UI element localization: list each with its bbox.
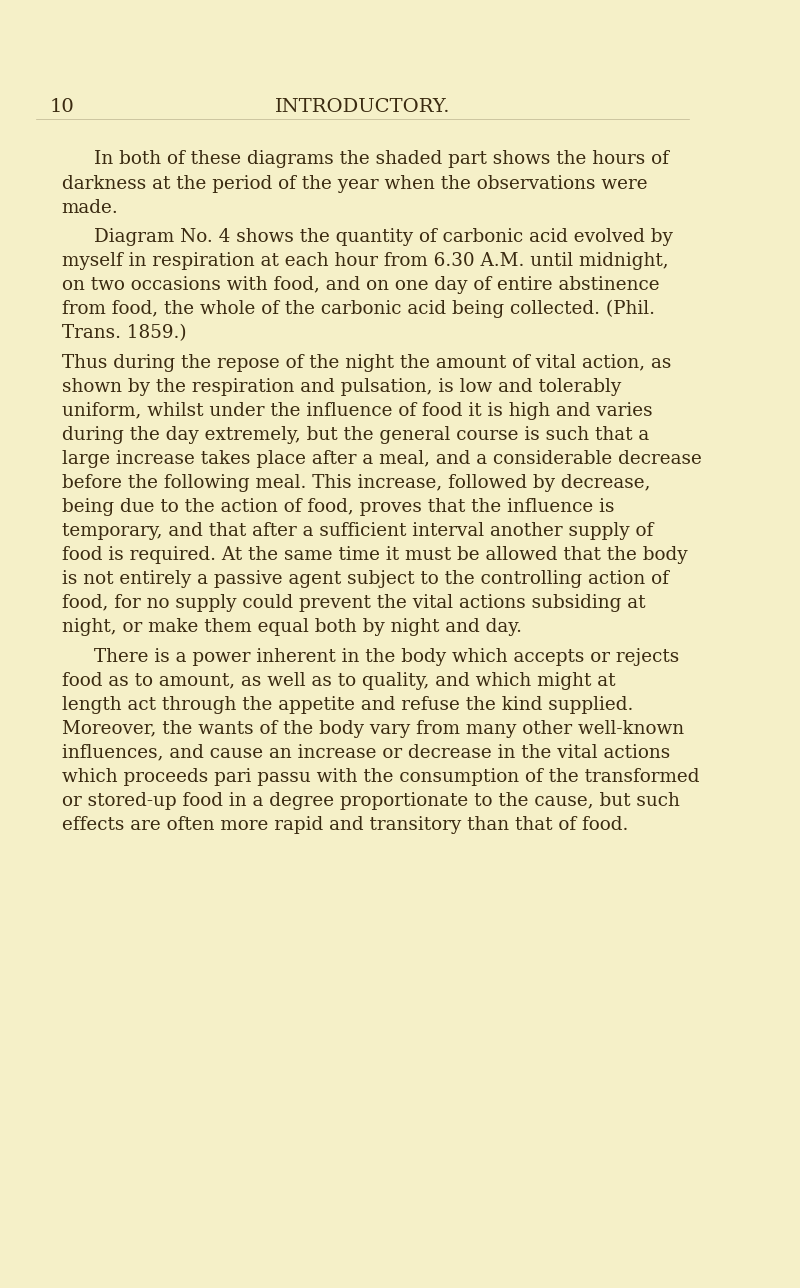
Text: made.: made. [62, 198, 118, 216]
Text: food, for no supply could prevent the vital actions subsiding at: food, for no supply could prevent the vi… [62, 594, 645, 612]
Text: uniform, whilst under the influence of food it is high and varies: uniform, whilst under the influence of f… [62, 402, 652, 420]
Text: food as to amount, as well as to quality, and which might at: food as to amount, as well as to quality… [62, 671, 615, 689]
Text: INTRODUCTORY.: INTRODUCTORY. [275, 98, 450, 116]
Text: 10: 10 [50, 98, 74, 116]
Text: In both of these diagrams the shaded part shows the hours of: In both of these diagrams the shaded par… [94, 151, 670, 169]
Text: There is a power inherent in the body which accepts or rejects: There is a power inherent in the body wh… [94, 648, 679, 666]
Text: Moreover, the wants of the body vary from many other well-known: Moreover, the wants of the body vary fro… [62, 720, 684, 738]
Text: darkness at the period of the year when the observations were: darkness at the period of the year when … [62, 174, 647, 192]
Text: or stored-up food in a degree proportionate to the cause, but such: or stored-up food in a degree proportion… [62, 792, 679, 810]
Text: Thus during the repose of the night the amount of vital action, as: Thus during the repose of the night the … [62, 354, 671, 372]
Text: before the following meal. This increase, followed by decrease,: before the following meal. This increase… [62, 474, 650, 492]
Text: is not entirely a passive agent subject to the controlling action of: is not entirely a passive agent subject … [62, 571, 669, 589]
Text: shown by the respiration and pulsation, is low and tolerably: shown by the respiration and pulsation, … [62, 377, 621, 395]
Text: food is required. At the same time it must be allowed that the body: food is required. At the same time it mu… [62, 546, 687, 564]
Text: on two occasions with food, and on one day of entire abstinence: on two occasions with food, and on one d… [62, 276, 659, 294]
Text: temporary, and that after a sufficient interval another supply of: temporary, and that after a sufficient i… [62, 522, 653, 540]
Text: night, or make them equal both by night and day.: night, or make them equal both by night … [62, 618, 522, 636]
Text: large increase takes place after a meal, and a considerable decrease: large increase takes place after a meal,… [62, 450, 702, 468]
Text: from food, the whole of the carbonic acid being collected. (Phil.: from food, the whole of the carbonic aci… [62, 300, 654, 318]
Text: being due to the action of food, proves that the influence is: being due to the action of food, proves … [62, 498, 614, 516]
Text: which proceeds pari passu with the consumption of the transformed: which proceeds pari passu with the consu… [62, 768, 699, 786]
Text: length act through the appetite and refuse the kind supplied.: length act through the appetite and refu… [62, 696, 633, 714]
Text: during the day extremely, but the general course is such that a: during the day extremely, but the genera… [62, 426, 649, 444]
Text: Trans. 1859.): Trans. 1859.) [62, 325, 186, 343]
Text: myself in respiration at each hour from 6.30 A.M. until midnight,: myself in respiration at each hour from … [62, 252, 668, 270]
Text: effects are often more rapid and transitory than that of food.: effects are often more rapid and transit… [62, 815, 628, 833]
Text: influences, and cause an increase or decrease in the vital actions: influences, and cause an increase or dec… [62, 743, 670, 761]
Text: Diagram No. 4 shows the quantity of carbonic acid evolved by: Diagram No. 4 shows the quantity of carb… [94, 228, 674, 246]
